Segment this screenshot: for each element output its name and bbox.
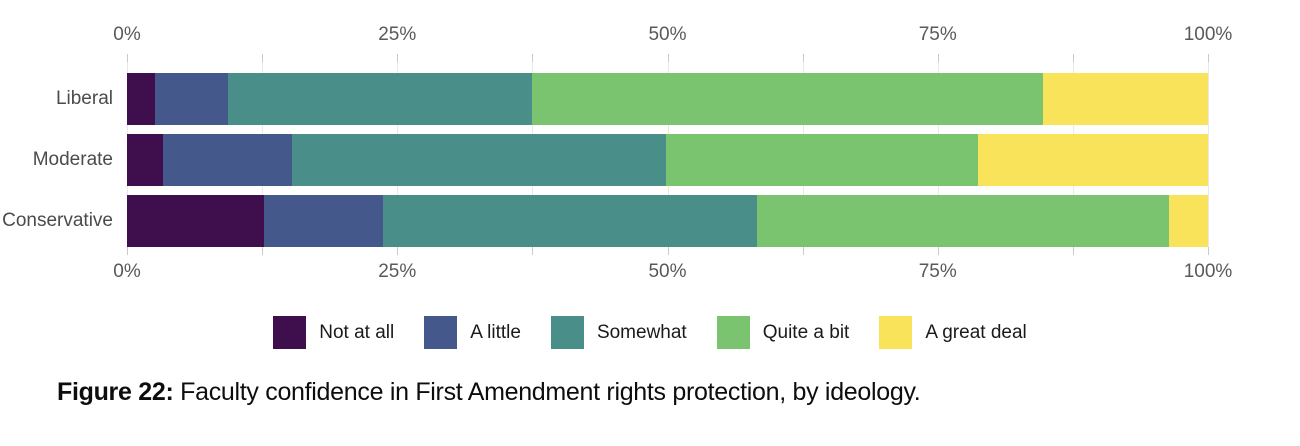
bar-row-moderate bbox=[127, 134, 1208, 186]
bar-segment-conservative-somewhat bbox=[383, 195, 758, 247]
bar-segment-conservative-quite-a-bit bbox=[757, 195, 1170, 247]
legend-item-a-great-deal: A great deal bbox=[879, 316, 1027, 349]
x-tick-label-bottom-75: 75% bbox=[918, 261, 957, 282]
bar-segment-moderate-somewhat bbox=[292, 134, 667, 186]
x-tick-bottom-75 bbox=[937, 247, 939, 255]
x-tick-top-37.5 bbox=[532, 54, 534, 62]
bar-segment-conservative-a-little bbox=[264, 195, 384, 247]
caption-prefix: Figure 22: bbox=[57, 378, 174, 406]
x-tick-label-top-0: 0% bbox=[113, 24, 141, 45]
legend-label-not-at-all: Not at all bbox=[319, 321, 395, 343]
category-label-liberal: Liberal bbox=[55, 88, 113, 109]
x-tick-top-100 bbox=[1208, 54, 1209, 62]
legend-label-quite-a-bit: Quite a bit bbox=[762, 321, 850, 343]
x-tick-bottom-50 bbox=[667, 247, 669, 255]
x-tick-bottom-12.5 bbox=[262, 247, 264, 255]
caption-text: Faculty confidence in First Amendment ri… bbox=[173, 378, 921, 406]
x-tick-label-top-25: 25% bbox=[378, 24, 417, 45]
x-tick-label-top-75: 75% bbox=[918, 24, 957, 45]
x-tick-top-50 bbox=[667, 54, 669, 62]
x-tick-label-bottom-25: 25% bbox=[378, 261, 417, 282]
bar-segment-liberal-somewhat bbox=[227, 73, 533, 125]
x-tick-label-bottom-50: 50% bbox=[648, 261, 687, 282]
x-tick-top-25 bbox=[397, 54, 399, 62]
bar-segment-moderate-a-great-deal bbox=[977, 134, 1208, 186]
bar-row-liberal bbox=[127, 73, 1208, 125]
legend-item-a-little: A little bbox=[424, 316, 521, 349]
legend-label-somewhat: Somewhat bbox=[596, 321, 687, 343]
legend-item-somewhat: Somewhat bbox=[550, 316, 687, 349]
x-tick-label-bottom-100: 100% bbox=[1183, 261, 1233, 282]
x-tick-top-62.5 bbox=[802, 54, 804, 62]
bar-segment-liberal-a-great-deal bbox=[1042, 73, 1208, 125]
legend-swatch-a-little bbox=[424, 316, 458, 349]
bar-row-conservative bbox=[127, 195, 1208, 247]
legend-item-not-at-all: Not at all bbox=[273, 316, 394, 349]
category-label-conservative: Conservative bbox=[2, 210, 113, 231]
legend-label-a-great-deal: A great deal bbox=[925, 321, 1027, 343]
x-tick-top-75 bbox=[937, 54, 939, 62]
figure-caption: Figure 22: Faculty confidence in First A… bbox=[57, 378, 921, 407]
x-tick-bottom-62.5 bbox=[802, 247, 804, 255]
gridline-x-100 bbox=[1208, 62, 1209, 255]
x-tick-bottom-25 bbox=[397, 247, 399, 255]
x-tick-bottom-0 bbox=[127, 247, 128, 255]
bar-segment-moderate-quite-a-bit bbox=[666, 134, 978, 186]
x-tick-label-bottom-0: 0% bbox=[113, 261, 141, 282]
x-tick-bottom-37.5 bbox=[532, 247, 534, 255]
x-tick-top-12.5 bbox=[262, 54, 264, 62]
x-tick-bottom-100 bbox=[1208, 247, 1209, 255]
bar-segment-liberal-quite-a-bit bbox=[532, 73, 1043, 125]
bar-segment-liberal-a-little bbox=[155, 73, 228, 125]
x-tick-top-87.5 bbox=[1072, 54, 1074, 62]
legend-swatch-a-great-deal bbox=[879, 316, 913, 349]
bar-segment-liberal-not-at-all bbox=[127, 73, 156, 125]
legend-item-quite-a-bit: Quite a bit bbox=[716, 316, 850, 349]
x-tick-label-top-100: 100% bbox=[1183, 24, 1233, 45]
legend-label-a-little: A little bbox=[470, 321, 521, 343]
legend-swatch-not-at-all bbox=[273, 316, 307, 349]
x-tick-bottom-87.5 bbox=[1072, 247, 1074, 255]
x-tick-label-top-50: 50% bbox=[648, 24, 687, 45]
bar-segment-conservative-a-great-deal bbox=[1169, 195, 1208, 247]
legend-swatch-somewhat bbox=[550, 316, 584, 349]
category-label-moderate: Moderate bbox=[32, 149, 113, 170]
chart-legend: Not at all A little Somewhat Quite a bit A g… bbox=[0, 316, 1300, 349]
bar-segment-conservative-not-at-all bbox=[127, 195, 265, 247]
x-tick-top-0 bbox=[127, 54, 128, 62]
bar-segment-moderate-not-at-all bbox=[127, 134, 163, 186]
legend-swatch-quite-a-bit bbox=[716, 316, 750, 349]
bar-segment-moderate-a-little bbox=[162, 134, 293, 186]
